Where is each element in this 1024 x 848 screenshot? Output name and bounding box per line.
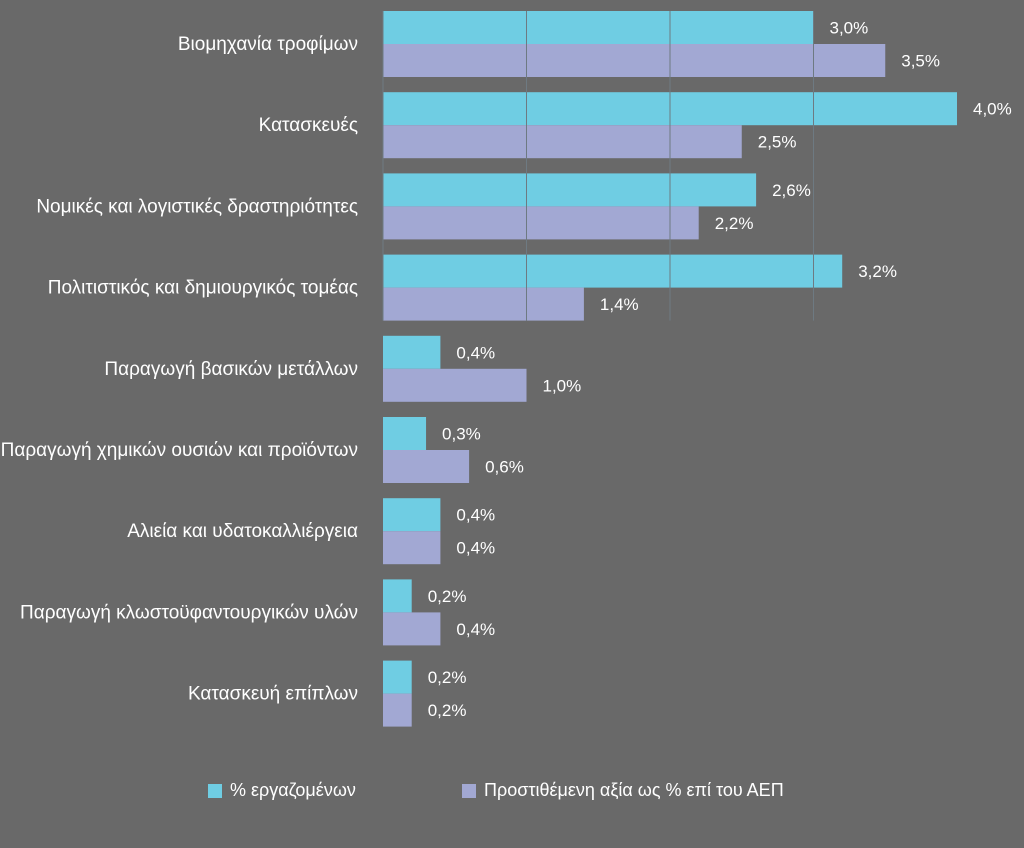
category-label: Κατασκευή επίπλων (188, 684, 358, 705)
value-label: 2,6% (772, 181, 811, 200)
value-label: 3,5% (901, 52, 940, 71)
value-label: 0,3% (442, 425, 481, 444)
bar-employees (383, 660, 412, 694)
bar-employees (383, 173, 757, 207)
category-labels: Βιομηχανία τροφίμων Κατασκευές Νομικές και… (1, 34, 358, 705)
bar-employees (383, 417, 427, 450)
legend-item-employees: % εργαζομένων (208, 780, 356, 801)
bar-employees (383, 11, 814, 44)
legend-label-employees: % εργαζομένων (230, 780, 356, 800)
category-label: Παραγωγή βασικών μετάλλων (104, 359, 358, 380)
bar-value-added (383, 368, 527, 402)
bar-value-added (383, 693, 412, 727)
value-label: 3,2% (858, 262, 897, 281)
bar-value-added (383, 287, 584, 321)
legend: % εργαζομένων Προστιθέμενη αξία ως % επί… (0, 780, 1024, 804)
value-label: 0,4% (456, 620, 495, 639)
value-label: 2,2% (715, 214, 754, 233)
bar-value-added (383, 531, 441, 565)
category-label: Παραγωγή κλωστοϋφαντουργικών υλών (20, 602, 358, 623)
category-label: Αλιεία και υδατοκαλλιέργεια (127, 521, 358, 542)
legend-swatch-value-added (462, 783, 476, 798)
value-label: 2,5% (758, 133, 797, 152)
legend-swatch-employees (208, 783, 222, 798)
category-label: Πολιτιστικός και δημιουργικός τομέας (48, 278, 358, 299)
value-label: 0,2% (428, 587, 467, 606)
category-label: Κατασκευές (259, 115, 358, 136)
value-label: 0,6% (485, 458, 524, 477)
bar-employees (383, 498, 441, 532)
bar-value-added (383, 612, 441, 646)
bar-employees (383, 579, 412, 613)
value-label: 1,0% (543, 376, 582, 395)
bar-value-added (383, 125, 742, 159)
legend-label-value-added: Προστιθέμενη αξία ως % επί του ΑΕΠ (484, 780, 784, 800)
value-label: 0,4% (456, 343, 495, 362)
value-label: 0,2% (428, 668, 467, 687)
bar-value-added (383, 206, 699, 240)
value-label: 0,4% (456, 506, 495, 525)
grid-lines (382, 11, 814, 321)
value-labels: 3,0% 3,5% 4,0% 2,5% 2,6% 2,2% 3,2% 1,4% 0,4% 1,0%… (428, 19, 1012, 721)
value-label: 0,4% (456, 539, 495, 558)
category-label: Παραγωγή χημικών ουσιών και προϊόντων (1, 440, 358, 461)
bar-value-added (383, 44, 886, 77)
bars (383, 11, 957, 727)
bar-value-added (383, 450, 470, 483)
value-label: 1,4% (600, 295, 639, 314)
value-label: 0,2% (428, 701, 467, 720)
bar-employees (383, 254, 843, 288)
bar-employees (383, 335, 441, 369)
category-label: Βιομηχανία τροφίμων (178, 34, 358, 55)
legend-item-value-added: Προστιθέμενη αξία ως % επί του ΑΕΠ (462, 780, 784, 801)
category-label: Νομικές και λογιστικές δραστηριότητες (36, 196, 358, 217)
value-label: 3,0% (830, 19, 869, 38)
value-label: 4,0% (973, 100, 1012, 119)
